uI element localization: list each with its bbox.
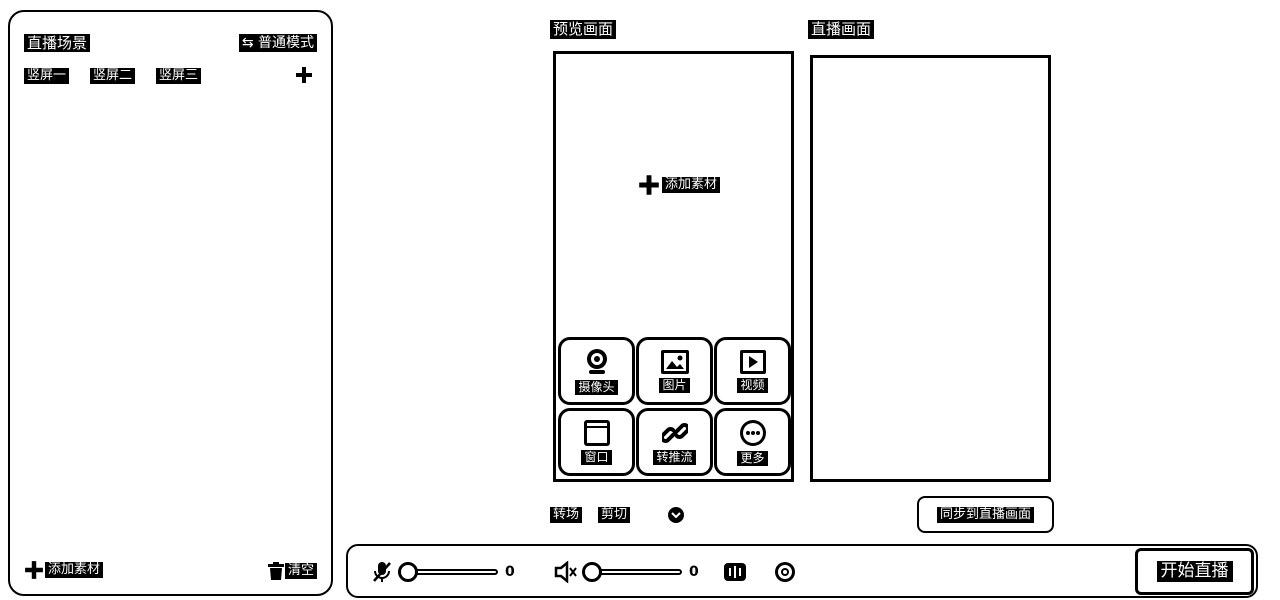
add-material-button[interactable]: 添加素材 [24,560,104,580]
image-icon [660,349,689,374]
source-label: 摄像头 [575,379,618,395]
sync-to-live-button[interactable]: 同步到直播画面 [917,496,1054,533]
start-live-label: 开始直播 [1156,561,1233,582]
window-icon [583,419,610,446]
preview-title: 预览画面 [550,20,617,39]
clear-label: 清空 [284,563,317,579]
audio-wave-icon[interactable] [724,563,746,581]
add-material-label: 添加素材 [45,562,104,578]
start-live-button[interactable]: 开始直播 [1135,548,1254,595]
source-camera-button[interactable]: 摄像头 [558,337,635,405]
scene-panel-title: 直播场景 [24,34,91,52]
audio-control-bar: 0 0 [346,544,1258,598]
mic-muted-icon[interactable] [372,561,392,583]
add-material-center-label: 添加素材 [662,177,721,193]
clear-button[interactable]: 清空 [267,562,317,580]
scene-panel: 直播场景 ⇆ 普通模式 竖屏一 竖屏二 竖屏三 添加素材 清空 [8,10,333,596]
speaker-volume-slider[interactable] [588,569,682,575]
speaker-muted-icon[interactable] [554,561,578,583]
speaker-volume-value: 0 [689,564,699,580]
chevron-down-icon[interactable] [668,507,684,523]
source-label: 视频 [737,377,768,393]
preview-canvas: 添加素材 摄像头 图片 视频 [553,51,794,482]
trash-icon [267,562,284,580]
more-icon [739,419,766,446]
scene-tab-2[interactable]: 竖屏二 [90,68,136,84]
source-video-button[interactable]: 视频 [714,337,791,405]
add-scene-icon[interactable] [295,66,313,84]
plus-icon [25,561,43,579]
source-label: 窗口 [581,449,612,465]
plus-icon [639,175,659,195]
source-label: 更多 [737,450,768,466]
source-more-button[interactable]: 更多 [714,408,791,476]
transition-tab[interactable]: 转场 [550,507,583,523]
live-canvas [810,55,1051,482]
cut-tab[interactable]: 剪切 [598,507,631,523]
camera-icon [586,348,607,374]
link-icon [661,422,688,443]
add-material-center-button[interactable]: 添加素材 [638,174,721,196]
video-icon [739,349,766,374]
mic-volume-value: 0 [505,564,515,580]
source-image-button[interactable]: 图片 [636,337,713,405]
scene-tab-1[interactable]: 竖屏一 [24,68,70,84]
settings-gear-icon[interactable] [774,561,796,583]
source-window-button[interactable]: 窗口 [558,408,635,476]
mic-volume-slider[interactable] [404,569,498,575]
source-label: 图片 [659,377,690,393]
mode-toggle-button[interactable]: ⇆ 普通模式 [238,34,317,52]
sync-to-live-label: 同步到直播画面 [936,506,1034,523]
speaker-volume-knob[interactable] [582,562,602,582]
scene-tab-3[interactable]: 竖屏三 [156,68,202,84]
source-label: 转推流 [653,449,696,465]
live-title: 直播画面 [808,20,875,39]
mic-volume-knob[interactable] [398,562,418,582]
source-restream-button[interactable]: 转推流 [636,408,713,476]
